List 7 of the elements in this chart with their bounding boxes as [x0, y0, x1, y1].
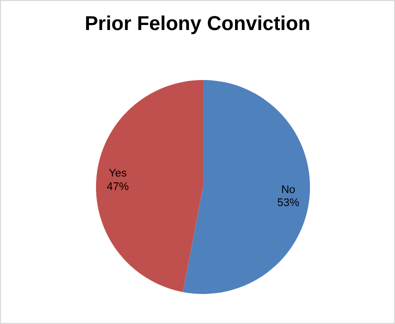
data-label: 47% [106, 180, 129, 193]
data-label: 53% [277, 197, 300, 210]
pie-slice [182, 80, 310, 294]
slice-label: Yes [108, 168, 128, 180]
pie-slice [96, 80, 203, 292]
chart-title: Prior Felony Conviction [84, 13, 312, 36]
slice-label: No [281, 184, 296, 196]
